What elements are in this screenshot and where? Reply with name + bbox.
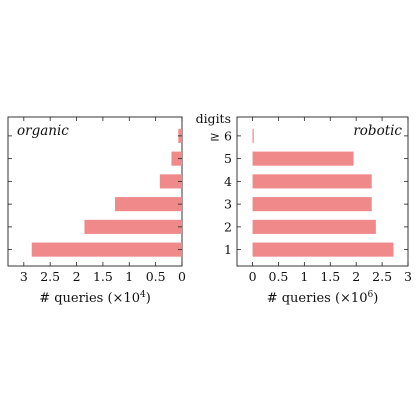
y-tick-label: 5: [224, 151, 232, 166]
x-tick-label: 0.5: [146, 269, 166, 284]
bar-4: [159, 174, 182, 189]
bar-2: [252, 219, 376, 234]
bar-6: [252, 128, 254, 143]
bar-5: [252, 151, 354, 166]
bar-1: [252, 242, 394, 257]
x-axis-title: # queries (×104): [39, 290, 151, 306]
y-axis-title: digits: [196, 111, 231, 126]
bar-1: [31, 242, 183, 257]
bar-3: [252, 197, 372, 212]
x-tick-label: 2: [352, 269, 360, 284]
bar-3: [115, 197, 182, 212]
x-tick-label: 2.5: [40, 269, 60, 284]
x-tick-label: 0: [249, 269, 257, 284]
y-tick-label: 2: [224, 219, 232, 234]
y-tick-label: 4: [224, 174, 232, 189]
bar-5: [171, 151, 182, 166]
bar-2: [84, 219, 182, 234]
y-tick-label: ≥ 6: [210, 128, 232, 143]
x-tick-label: 0.5: [269, 269, 289, 284]
panel-name: robotic: [353, 123, 402, 139]
plot-frame: [236, 116, 409, 267]
x-tick-label: 1.5: [93, 269, 113, 284]
robotic-panel: 1 2 3 4 5 ≥ 6 0 0.5 1 1.5 2 2.5 3 # queries (×106) rob…: [196, 111, 412, 306]
x-tick-label: 1: [300, 269, 308, 284]
x-tick-label: 1.5: [320, 269, 340, 284]
plot-frame: [7, 116, 183, 267]
bar-4: [252, 174, 372, 189]
x-tick-label: 3: [404, 269, 412, 284]
y-tick-label: 1: [224, 242, 232, 257]
x-tick-label: 1: [125, 269, 133, 284]
x-tick-label: 2: [73, 269, 81, 284]
panel-name: organic: [17, 123, 69, 139]
x-axis-title: # queries (×106): [267, 290, 379, 306]
organic-panel: 3 2.5 2 1.5 1 0.5 0 # queries (×104) organic: [7, 116, 186, 306]
x-tick-label: 0: [178, 269, 186, 284]
x-tick-label: 3: [20, 269, 28, 284]
x-tick-label: 2.5: [372, 269, 392, 284]
y-tick-label: 3: [224, 197, 232, 212]
